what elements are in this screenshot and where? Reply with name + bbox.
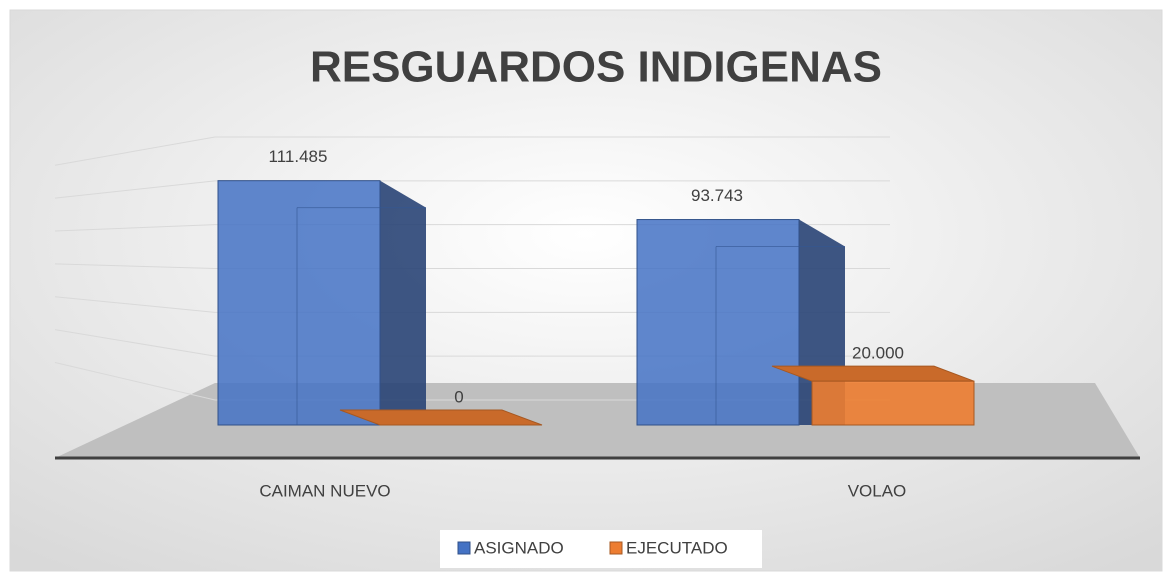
data-label: 111.485 [269, 147, 328, 166]
data-label: 93.743 [691, 186, 743, 205]
legend [440, 530, 762, 568]
bar [636, 219, 800, 426]
data-label: 20.000 [852, 344, 904, 363]
grid-line [54, 329, 216, 357]
chart-title: RESGUARDOS INDIGENAS [310, 43, 882, 92]
legend-swatch [457, 541, 471, 555]
bar [811, 380, 975, 426]
x-tick-label: VOLAO [848, 481, 907, 500]
legend-label: EJECUTADO [626, 538, 728, 557]
x-tick-label: CAIMAN NUEVO [259, 481, 390, 500]
chart-area [9, 9, 1163, 572]
grid-line [54, 180, 216, 199]
grid-line [54, 296, 216, 313]
legend-swatch [609, 541, 623, 555]
bar [217, 180, 381, 426]
grid-line [54, 362, 216, 401]
legend-label: ASIGNADO [474, 538, 564, 557]
grid-line [54, 263, 216, 269]
grid-line [54, 136, 216, 166]
bar-top [339, 409, 543, 426]
grid-line [54, 224, 216, 232]
bar-side [380, 180, 426, 425]
data-label: 0 [454, 387, 463, 406]
